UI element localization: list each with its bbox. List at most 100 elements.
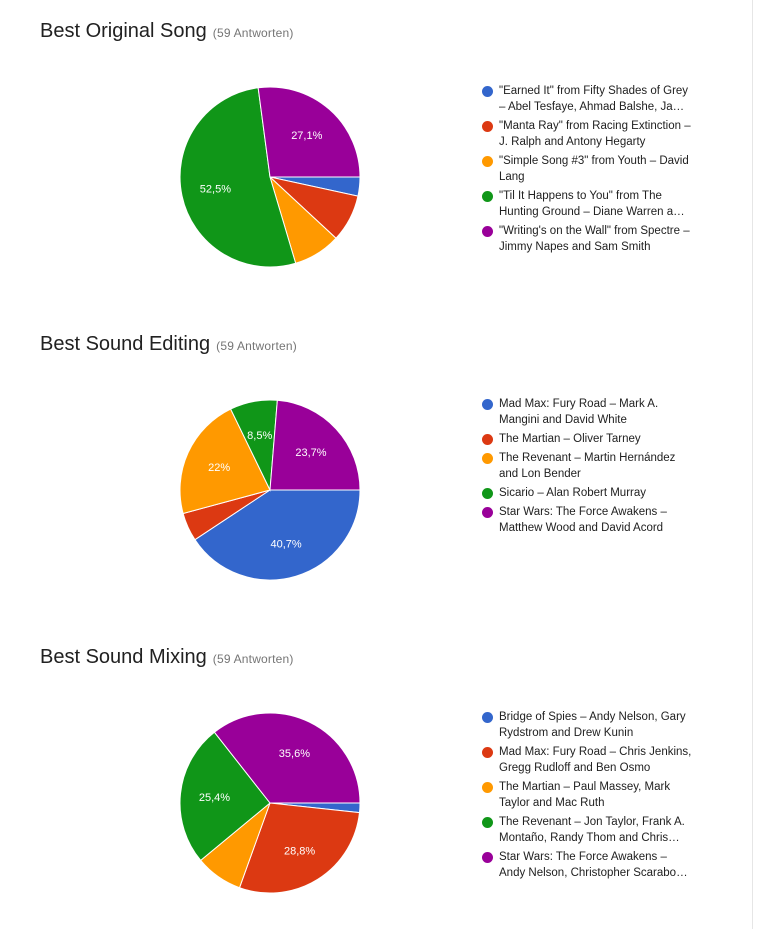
- legend-label-line: Lang: [499, 171, 525, 183]
- legend-label-line: Montaño, Randy Thom and Chris…: [499, 832, 680, 844]
- legend-swatch: [482, 121, 493, 132]
- question-title: Best Sound Editing (59 Antworten): [40, 333, 297, 356]
- legend-item[interactable]: "Simple Song #3" from Youth – David Lang: [482, 153, 712, 185]
- response-count: (59 Antworten): [212, 26, 294, 40]
- legend-swatch: [482, 747, 493, 758]
- legend-label-line: Mad Max: Fury Road – Chris Jenkins,: [499, 746, 692, 758]
- legend-item[interactable]: "Writing's on the Wall" from Spectre – Ji…: [482, 223, 712, 255]
- legend-label-line: Matthew Wood and David Acord: [499, 522, 664, 534]
- legend-label-line: Mangini and David White: [499, 414, 627, 426]
- question-title: Best Sound Mixing (59 Antworten): [40, 646, 294, 669]
- legend-label: "Til It Happens to You" from The Hunting …: [499, 188, 712, 220]
- legend-label: The Revenant – Martin Hernández and Lon B…: [499, 450, 712, 482]
- legend-item[interactable]: The Martian – Oliver Tarney: [482, 431, 712, 447]
- chart-legend: Mad Max: Fury Road – Mark A. Mangini and …: [482, 396, 712, 539]
- response-count: (59 Antworten): [216, 339, 297, 353]
- question-text: Best Original Song: [40, 20, 207, 42]
- legend-label: The Martian – Paul Massey, Mark Taylor an…: [499, 779, 712, 811]
- legend-label-line: Hunting Ground – Diane Warren a…: [499, 206, 685, 218]
- question-text: Best Sound Mixing: [40, 646, 207, 668]
- legend-label-line: Sicario – Alan Robert Murray: [499, 487, 647, 499]
- legend-label-line: The Revenant – Jon Taylor, Frank A.: [499, 816, 685, 828]
- legend-label-line: Mad Max: Fury Road – Mark A.: [499, 398, 659, 410]
- slice-percent-label: 28,8%: [284, 845, 315, 857]
- question-text: Best Sound Editing: [40, 333, 211, 355]
- legend-item[interactable]: Star Wars: The Force Awakens – Matthew Wo…: [482, 504, 712, 536]
- legend-item[interactable]: Mad Max: Fury Road – Chris Jenkins, Gregg…: [482, 744, 712, 776]
- pie-chart: 40,7% 22% 8,5% 23,7%: [179, 399, 361, 581]
- pie-chart: 52,5% 27,1%: [179, 86, 361, 268]
- legend-label-line: "Simple Song #3" from Youth – David: [499, 155, 689, 167]
- legend-item[interactable]: The Revenant – Jon Taylor, Frank A. Monta…: [482, 814, 712, 846]
- question-title: Best Original Song (59 Antworten): [40, 20, 294, 43]
- legend-label-line: – Abel Tesfaye, Ahmad Balshe, Ja…: [499, 101, 685, 113]
- legend-swatch: [482, 156, 493, 167]
- legend-label-line: Star Wars: The Force Awakens –: [499, 506, 667, 518]
- legend-swatch: [482, 507, 493, 518]
- legend-label: "Manta Ray" from Racing Extinction – J. R…: [499, 118, 712, 150]
- legend-label: The Martian – Oliver Tarney: [499, 431, 712, 447]
- legend-label-line: Star Wars: The Force Awakens –: [499, 851, 667, 863]
- legend-label: Bridge of Spies – Andy Nelson, Gary Rydst…: [499, 709, 712, 741]
- legend-item[interactable]: "Manta Ray" from Racing Extinction – J. R…: [482, 118, 712, 150]
- pie-slice-star-wars-the-force-awakens-andy-nelson-[interactable]: [213, 712, 361, 804]
- legend-label: "Writing's on the Wall" from Spectre – Ji…: [499, 223, 712, 255]
- legend-swatch: [482, 399, 493, 410]
- legend-swatch: [482, 782, 493, 793]
- question-best-sound-mixing: Best Sound Mixing (59 Antworten) 28,8% 25,…: [0, 626, 750, 939]
- legend-label-line: Jimmy Napes and Sam Smith: [499, 241, 651, 253]
- question-best-original-song: Best Original Song (59 Antworten) 52,5% 27…: [0, 0, 750, 313]
- legend-label-line: "Til It Happens to You" from The: [499, 190, 662, 202]
- pie-slice-the-revenant-jon-taylor-frank-a-monta-o-[interactable]: [179, 731, 271, 862]
- slice-percent-label: 35,6%: [279, 748, 310, 760]
- legend-label: The Revenant – Jon Taylor, Frank A. Monta…: [499, 814, 712, 846]
- chart-legend: Bridge of Spies – Andy Nelson, Gary Rydst…: [482, 709, 712, 884]
- legend-swatch: [482, 86, 493, 97]
- legend-label-line: "Writing's on the Wall" from Spectre –: [499, 225, 690, 237]
- chart-legend: "Earned It" from Fifty Shades of Grey – A…: [482, 83, 712, 258]
- legend-swatch: [482, 712, 493, 723]
- legend-item[interactable]: "Til It Happens to You" from The Hunting …: [482, 188, 712, 220]
- slice-percent-label: 22%: [208, 462, 230, 474]
- legend-label: "Simple Song #3" from Youth – David Lang: [499, 153, 712, 185]
- legend-item[interactable]: Sicario – Alan Robert Murray: [482, 485, 712, 501]
- right-edge-divider: [752, 0, 753, 929]
- legend-label: Mad Max: Fury Road – Chris Jenkins, Gregg…: [499, 744, 712, 776]
- legend-label-line: The Martian – Oliver Tarney: [499, 433, 641, 445]
- legend-item[interactable]: The Martian – Paul Massey, Mark Taylor an…: [482, 779, 712, 811]
- pie-slice-til-it-happens-to-you-from-the-hunting-g[interactable]: [179, 87, 297, 268]
- legend-swatch: [482, 453, 493, 464]
- legend-label: Star Wars: The Force Awakens – Matthew Wo…: [499, 504, 712, 536]
- legend-label-line: Gregg Rudloff and Ben Osmo: [499, 762, 651, 774]
- slice-percent-label: 40,7%: [270, 538, 301, 550]
- slice-percent-label: 25,4%: [199, 792, 230, 804]
- legend-label-line: The Revenant – Martin Hernández: [499, 452, 676, 464]
- response-count: (59 Antworten): [212, 652, 294, 666]
- legend-label: "Earned It" from Fifty Shades of Grey – A…: [499, 83, 712, 115]
- legend-label-line: J. Ralph and Antony Hegarty: [499, 136, 646, 148]
- legend-label-line: "Manta Ray" from Racing Extinction –: [499, 120, 691, 132]
- legend-label-line: Rydstrom and Drew Kunin: [499, 727, 634, 739]
- legend-swatch: [482, 434, 493, 445]
- question-best-sound-editing: Best Sound Editing (59 Antworten) 40,7% 22…: [0, 313, 750, 626]
- pie-slice-writing-s-on-the-wall-from-spectre-jimmy[interactable]: [257, 86, 361, 178]
- slice-percent-label: 23,7%: [295, 447, 326, 459]
- legend-item[interactable]: Mad Max: Fury Road – Mark A. Mangini and …: [482, 396, 712, 428]
- pie-slice-the-revenant-martin-hern-ndez-and-lon-be[interactable]: [179, 408, 271, 515]
- legend-item[interactable]: The Revenant – Martin Hernández and Lon B…: [482, 450, 712, 482]
- slice-percent-label: 27,1%: [291, 130, 322, 142]
- legend-label-line: Taylor and Mac Ruth: [499, 797, 605, 809]
- legend-item[interactable]: Bridge of Spies – Andy Nelson, Gary Rydst…: [482, 709, 712, 741]
- pie-slice-mad-max-fury-road-chris-jenkins-gregg-ru[interactable]: [238, 802, 361, 894]
- legend-label-line: Andy Nelson, Christopher Scarabo…: [499, 867, 688, 879]
- slice-percent-label: 52,5%: [200, 184, 231, 196]
- pie-chart: 28,8% 25,4% 35,6%: [179, 712, 361, 894]
- pie-slice-star-wars-the-force-awakens-matthew-wood[interactable]: [269, 399, 361, 491]
- legend-item[interactable]: Star Wars: The Force Awakens – Andy Nelso…: [482, 849, 712, 881]
- legend-label-line: "Earned It" from Fifty Shades of Grey: [499, 85, 689, 97]
- legend-swatch: [482, 488, 493, 499]
- legend-label: Sicario – Alan Robert Murray: [499, 485, 712, 501]
- legend-label-line: The Martian – Paul Massey, Mark: [499, 781, 671, 793]
- legend-swatch: [482, 191, 493, 202]
- legend-item[interactable]: "Earned It" from Fifty Shades of Grey – A…: [482, 83, 712, 115]
